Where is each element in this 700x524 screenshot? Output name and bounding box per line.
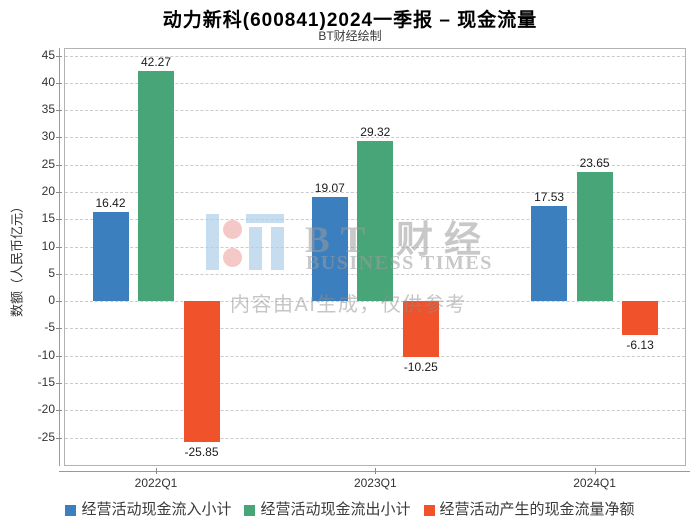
gridline [65,356,685,357]
gridline [65,383,685,384]
chart-title: 动力新科(600841)2024一季报 – 现金流量 [162,10,538,31]
y-tick-label: -15 [37,375,55,389]
bar [138,70,174,302]
gridline [65,438,685,439]
bar [311,197,348,302]
legend-item: 经营活动现金流入小计 [65,501,231,519]
x-tick-label: 2023Q1 [353,476,397,490]
y-tick [56,56,62,57]
bar [531,205,568,302]
y-tick-label: 30 [41,129,55,143]
y-tick-label: 5 [48,266,55,280]
y-tick [56,83,62,84]
gridline [65,410,685,411]
bar [92,211,129,302]
y-tick [56,356,62,357]
bar [183,301,220,443]
gridline [65,301,685,302]
y-tick [56,410,62,411]
y-tick-label: 10 [41,239,55,253]
legend-item: 经营活动产生的现金流量净额 [423,501,635,519]
gridline [65,83,685,84]
y-tick-label: 0 [48,293,55,307]
y-tick-label: -10 [37,348,55,362]
legend-swatch-icon [65,504,77,516]
y-tick-label: 40 [41,75,55,89]
x-tick [594,468,596,474]
y-tick-label: -5 [44,320,55,334]
y-tick-label: -20 [37,402,55,416]
gridline [65,137,685,138]
legend-label: 经营活动产生的现金流量净额 [439,501,635,518]
x-tick-label: 2024Q1 [573,476,616,490]
y-tick [56,383,62,384]
y-tick [56,137,62,138]
bar [357,141,394,302]
bar [622,301,659,335]
legend-label: 经营活动现金流出小计 [260,501,411,518]
y-tick [56,328,62,329]
y-axis-line [59,48,60,466]
x-tick [156,468,157,474]
y-tick [56,192,62,193]
bar-value-label: 29.32 [360,125,391,140]
y-tick [56,301,62,302]
x-tick-label: 2022Q1 [134,476,178,490]
y-tick-label: 45 [41,48,55,62]
y-tick [56,247,62,248]
y-tick-label: 15 [41,211,55,225]
gridline [65,328,685,329]
y-tick-label: -25 [37,430,55,444]
gridline [65,56,685,57]
legend: 经营活动现金流入小计 经营活动现金流出小计 经营活动产生的现金流量净额 [0,501,700,519]
legend-label: 经营活动现金流入小计 [81,501,232,518]
legend-item: 经营活动现金流出小计 [244,501,411,519]
x-axis-line [59,471,690,472]
y-tick [56,219,62,220]
bar-value-label: -25.85 [184,445,219,460]
bar-value-label: 16.42 [95,195,126,210]
bar-value-label: -6.13 [626,337,654,352]
y-tick-label: 35 [41,102,55,116]
bar-value-label: 17.53 [534,189,565,204]
y-tick [56,110,62,111]
bar [576,172,613,302]
y-tick [56,438,62,439]
bar-value-label: 19.07 [314,181,345,196]
bar-value-label: -10.25 [403,360,438,375]
y-tick-label: 20 [41,184,55,198]
y-tick [56,165,62,166]
y-tick-label: 25 [41,157,55,171]
chart-subtitle: BT财经绘制 [318,29,382,43]
gridline [65,110,685,111]
bar [402,301,439,358]
legend-swatch-icon [423,504,435,516]
bar-value-label: 23.65 [579,156,610,171]
x-tick [375,468,377,474]
y-tick [56,274,62,275]
bar-value-label: 42.27 [140,54,172,69]
legend-swatch-icon [244,504,256,516]
